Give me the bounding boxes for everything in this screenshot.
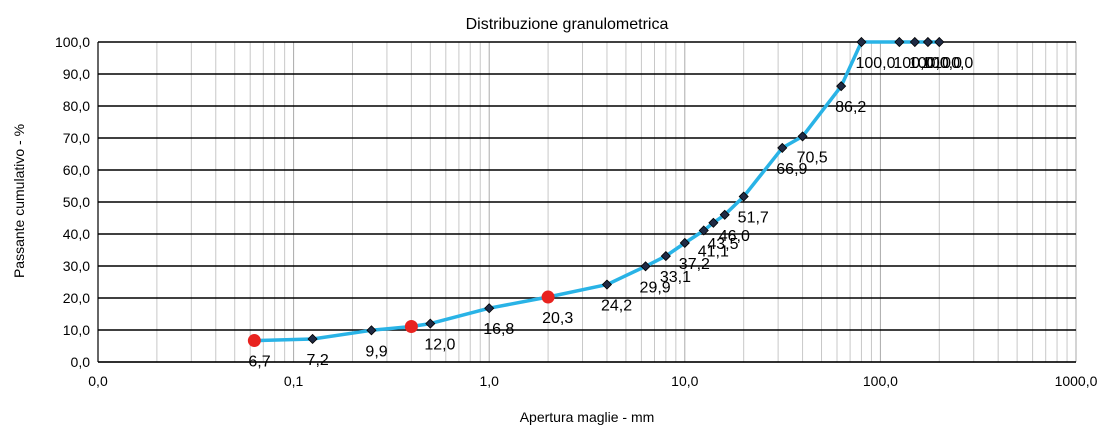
data-point: [698, 225, 709, 236]
data-point: [660, 251, 671, 262]
data-point: [719, 209, 730, 220]
data-label: 66,9: [776, 161, 807, 178]
highlight-point: [404, 319, 418, 333]
data-point: [679, 237, 690, 249]
data-label: 100,0: [909, 55, 949, 72]
y-tick-label: 60,0: [63, 162, 90, 178]
data-point: [307, 333, 318, 345]
data-point: [601, 279, 613, 290]
data-point: [425, 318, 436, 329]
data-point: [797, 131, 808, 142]
y-tick-label: 70,0: [63, 130, 90, 146]
x-tick-label: 10,0: [671, 373, 698, 389]
data-point: [922, 36, 934, 48]
y-tick-label: 90,0: [63, 66, 90, 82]
y-axis-label: Passante cumulativo - %: [11, 124, 27, 278]
data-label: 37,2: [679, 256, 710, 273]
data-label: 12,0: [424, 337, 455, 354]
x-tick-label: 0,0: [88, 373, 108, 389]
data-label: 51,7: [738, 210, 769, 227]
data-point: [484, 303, 495, 314]
x-axis-label: Apertura maglie - mm: [520, 409, 655, 425]
data-series: [247, 36, 945, 348]
data-label: 29,9: [640, 279, 671, 296]
data-label: 7,2: [307, 352, 329, 369]
data-point: [777, 142, 788, 153]
data-label: 86,2: [835, 99, 866, 116]
x-tick-label: 100,0: [863, 373, 898, 389]
data-point: [640, 261, 651, 272]
data-labels: 6,7 7,2 9,9 12,0 16,8 20,3 24,2 29,933,137,241,…: [248, 55, 973, 371]
data-point: [366, 325, 377, 336]
data-label: 70,5: [797, 149, 828, 166]
data-label: 100,0: [922, 55, 962, 72]
y-tick-label: 10,0: [63, 322, 90, 338]
data-point: [738, 191, 749, 202]
data-point: [909, 36, 920, 48]
data-label: 16,8: [483, 321, 514, 338]
data-label: 6,7: [248, 354, 270, 371]
data-label: 100,0: [893, 55, 933, 72]
grid: [97, 41, 1077, 363]
data-label: 100,0: [855, 55, 895, 72]
data-label: 20,3: [542, 310, 573, 327]
y-tick-label: 80,0: [63, 98, 90, 114]
y-tick-label: 40,0: [63, 226, 90, 242]
data-label: 9,9: [365, 343, 387, 360]
data-point: [708, 217, 719, 228]
data-label: 33,1: [660, 269, 691, 286]
data-label: 41,1: [698, 243, 729, 260]
y-tick-label: 100,0: [55, 34, 90, 50]
chart-title: Distribuzione granulometrica: [466, 16, 669, 33]
y-tick-label: 30,0: [63, 258, 90, 274]
data-label: 43,5: [707, 236, 738, 253]
data-point: [856, 36, 867, 48]
data-point: [836, 81, 847, 92]
data-point: [934, 36, 945, 48]
x-tick-label: 1,0: [479, 373, 499, 389]
data-label: 24,2: [601, 298, 632, 315]
data-label: 46,0: [719, 228, 750, 245]
highlight-point: [541, 290, 555, 304]
x-tick-label: 0,1: [284, 373, 304, 389]
y-tick-label: 20,0: [63, 290, 90, 306]
y-tick-label: 0,0: [71, 354, 91, 370]
highlight-point: [247, 334, 261, 348]
x-tick-label: 1000,0: [1055, 373, 1098, 389]
y-tick-label: 50,0: [63, 194, 90, 210]
axes: 0,0 10,0 20,0 30,0 40,0 50,0 60,0 70,0 80,0 90,0 1…: [55, 34, 1098, 389]
data-label: 100,0: [933, 55, 973, 72]
data-point: [894, 36, 905, 48]
